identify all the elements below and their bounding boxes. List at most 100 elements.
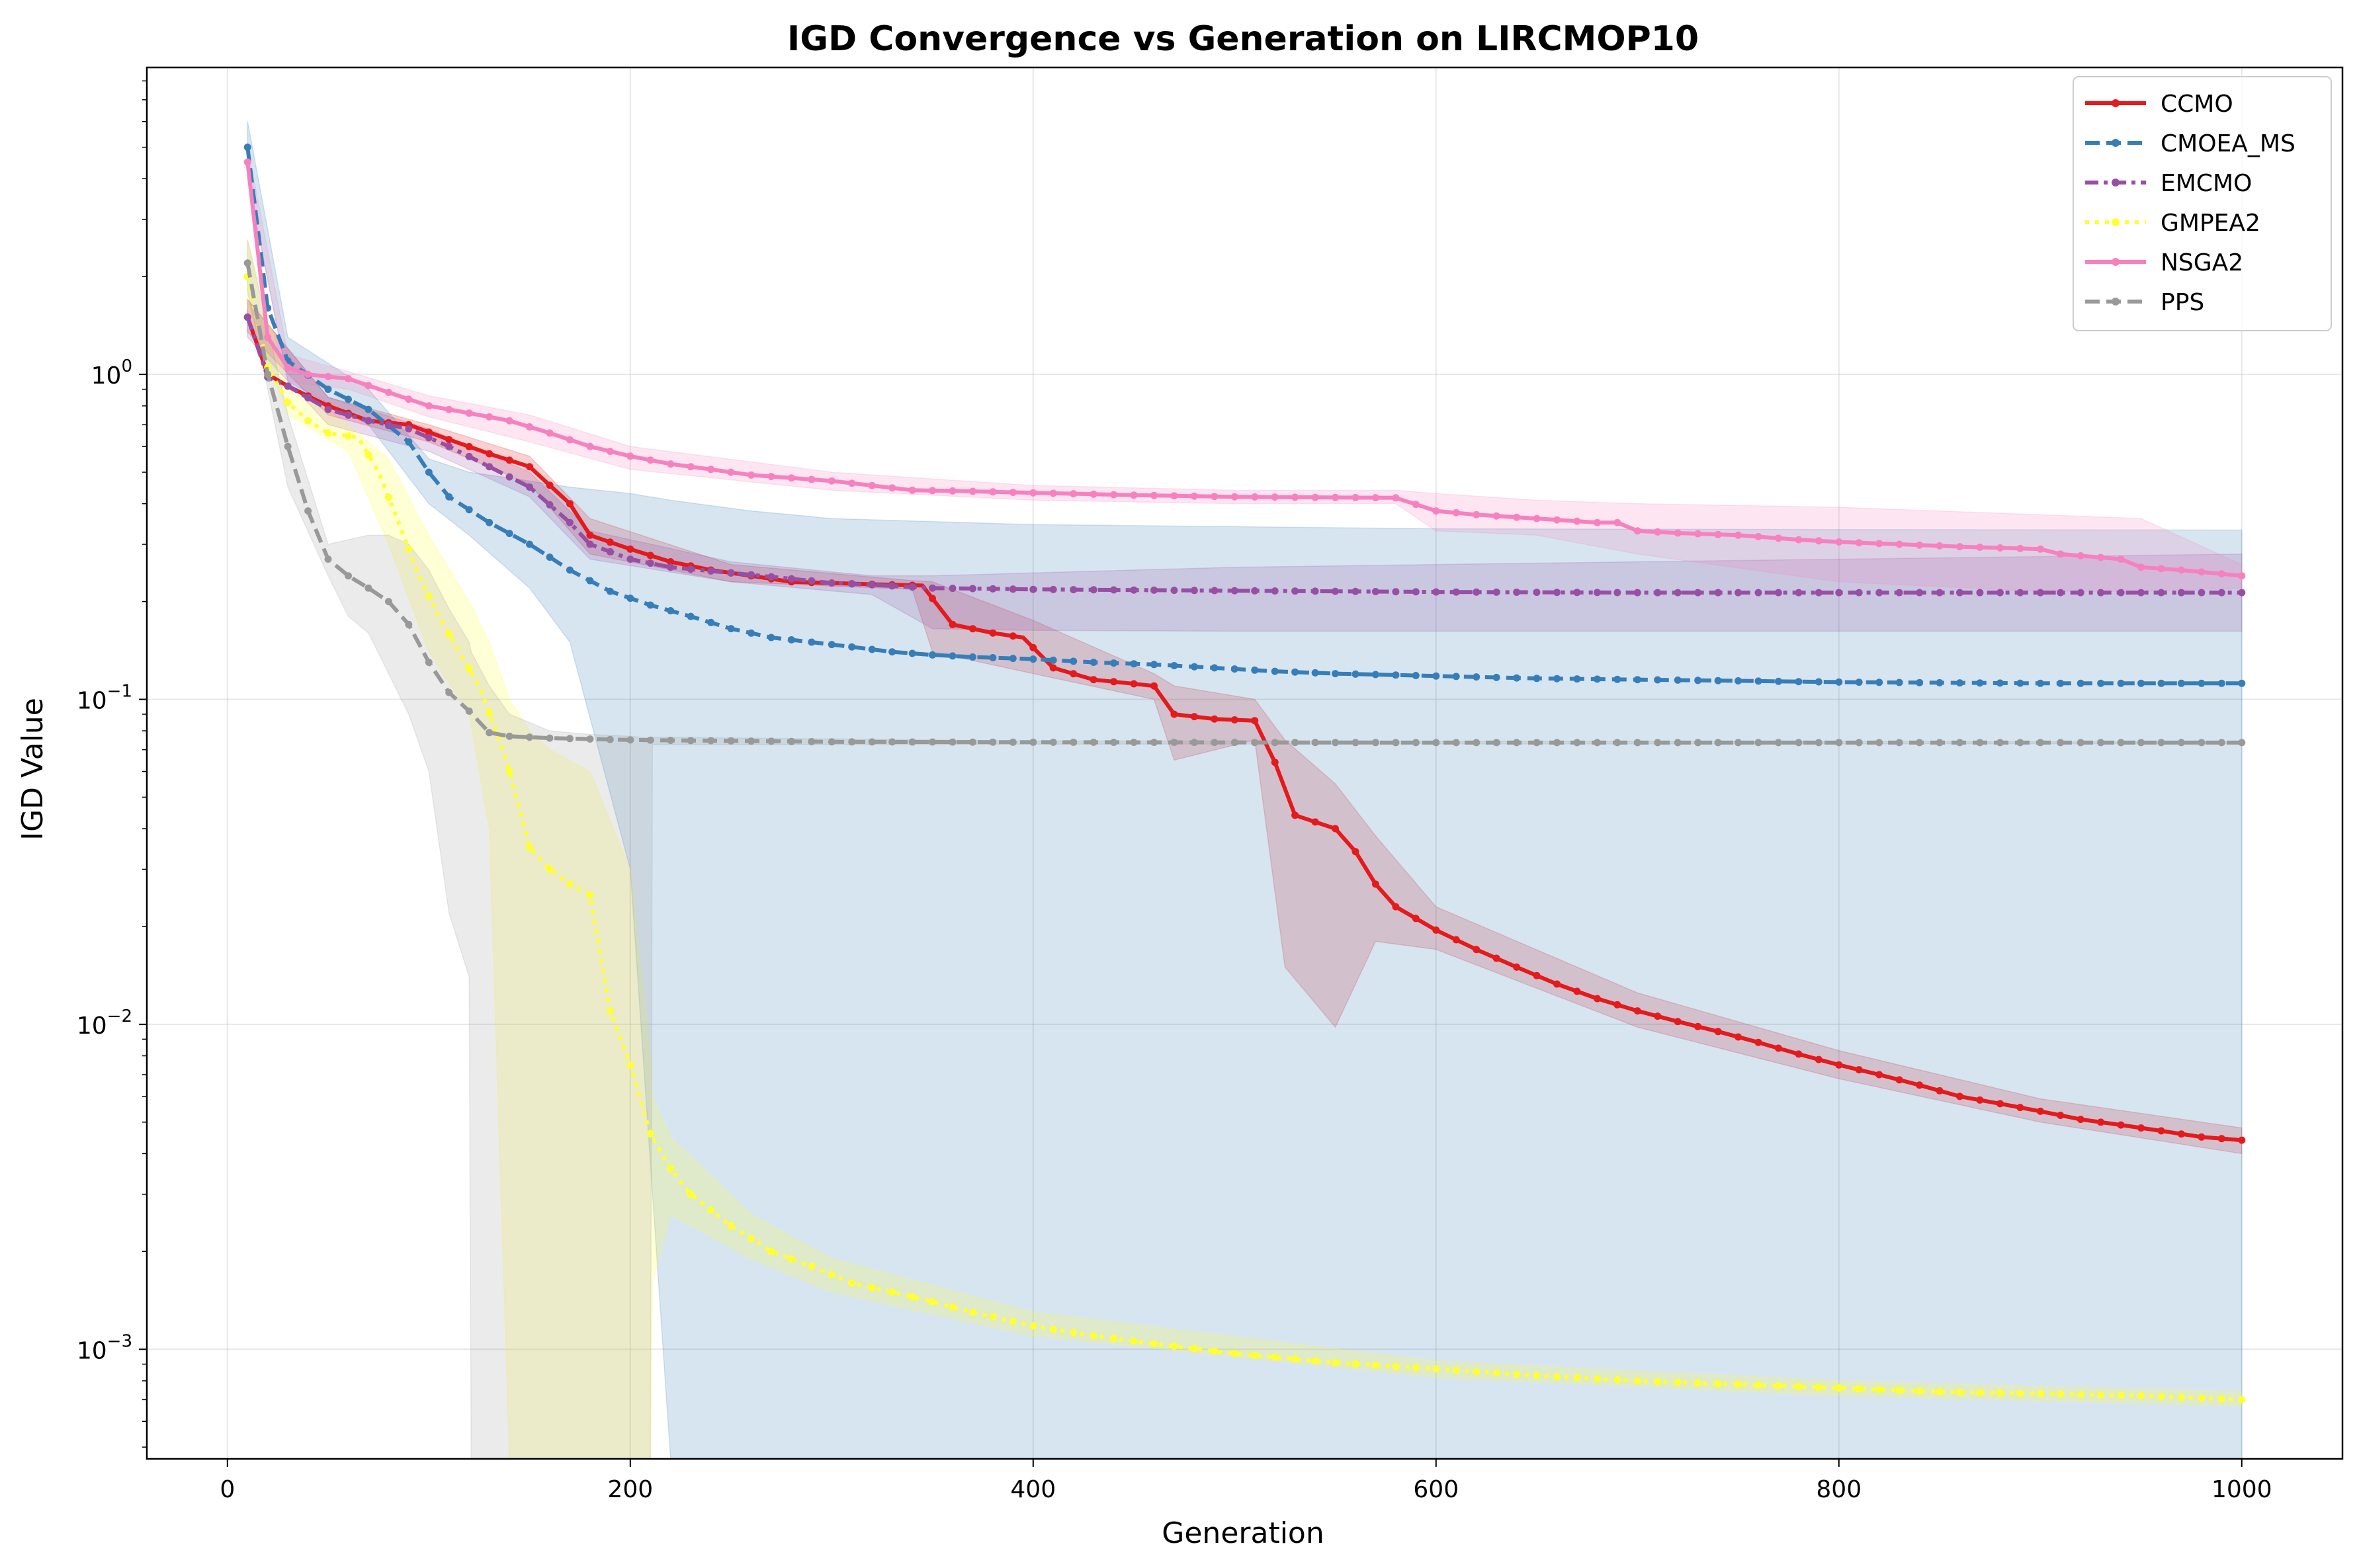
marker-gmpea2 [1674,1378,1682,1386]
marker-pps [1714,739,1722,747]
marker-nsga2 [1110,491,1118,499]
marker-pps [445,688,453,696]
marker-nsga2 [1815,537,1823,545]
marker-cmoea-ms [1090,659,1097,666]
marker-gmpea2 [1815,1383,1823,1391]
marker-ccmo [1492,954,1500,962]
marker-gmpea2 [1553,1373,1561,1381]
marker-pps [1674,739,1682,747]
marker-emcmo [284,382,292,390]
marker-cmoea-ms [324,386,332,393]
marker-emcmo [486,463,494,471]
marker-pps [888,738,896,746]
marker-ccmo [1875,1071,1883,1079]
marker-pps [1573,739,1581,747]
marker-cmoea-ms [1815,678,1823,686]
marker-nsga2 [1311,493,1319,501]
marker-emcmo [365,417,372,425]
marker-nsga2 [1190,492,1198,500]
marker-cmoea-ms [1049,656,1057,664]
marker-ccmo [1795,1050,1803,1058]
marker-cmoea-ms [1573,675,1581,683]
marker-pps [1473,739,1481,747]
marker-ccmo [1855,1066,1863,1074]
marker-nsga2 [2198,568,2206,576]
marker-gmpea2 [1976,1389,1984,1397]
marker-cmoea-ms [526,540,533,548]
marker-emcmo [646,559,654,567]
y-tick-label: 10−1 [77,682,132,715]
marker-gmpea2 [284,399,292,406]
marker-ccmo [1916,1081,1924,1089]
marker-gmpea2 [828,1270,836,1278]
marker-gmpea2 [868,1284,876,1292]
marker-nsga2 [808,475,816,483]
marker-pps [505,732,513,740]
marker-cmoea-ms [1170,662,1178,669]
legend-label-pps: PPS [2161,289,2204,316]
marker-nsga2 [2137,563,2145,571]
marker-gmpea2 [2036,1389,2044,1397]
marker-nsga2 [324,372,332,380]
marker-gmpea2 [1774,1382,1782,1389]
marker-gmpea2 [1130,1337,1138,1345]
marker-emcmo [2097,589,2105,597]
marker-nsga2 [1251,493,1259,501]
marker-emcmo [1251,587,1259,595]
marker-emcmo [1633,589,1641,597]
band-nsga2 [247,147,2243,592]
marker-pps [1009,738,1017,746]
marker-ccmo [2137,1124,2145,1132]
marker-ccmo [1956,1093,1963,1100]
marker-nsga2 [1835,538,1843,546]
marker-pps [1996,739,2004,747]
marker-pps [1332,739,1339,747]
marker-pps [2217,739,2225,747]
marker-nsga2 [1996,544,2004,552]
marker-cmoea-ms [1291,668,1299,676]
marker-pps [1271,739,1279,747]
marker-cmoea-ms [2077,679,2084,687]
marker-nsga2 [365,382,372,390]
marker-emcmo [566,518,574,526]
marker-pps [626,736,634,744]
marker-pps [1855,739,1863,747]
marker-ccmo [1029,643,1037,651]
marker-emcmo [1956,589,1963,597]
marker-emcmo [787,575,795,583]
marker-gmpea2 [1291,1355,1299,1363]
marker-cmoea-ms [808,638,816,646]
marker-nsga2 [566,436,574,444]
marker-pps [284,442,292,450]
marker-nsga2 [1412,501,1420,509]
marker-emcmo [1452,588,1460,596]
marker-pps [646,736,654,744]
marker-emcmo [2057,589,2065,597]
marker-emcmo [1070,586,1078,594]
marker-ccmo [606,538,614,546]
marker-nsga2 [304,370,312,378]
marker-nsga2 [1090,490,1097,498]
marker-pps [1029,738,1037,746]
marker-gmpea2 [2117,1391,2125,1399]
marker-emcmo [1230,587,1238,595]
marker-pps [2016,739,2024,747]
marker-nsga2 [707,466,715,474]
marker-cmoea-ms [2198,679,2206,687]
marker-gmpea2 [405,545,413,553]
marker-ccmo [1332,825,1339,833]
marker-gmpea2 [1432,1365,1440,1373]
marker-nsga2 [425,402,433,410]
marker-nsga2 [606,448,614,455]
marker-emcmo [1332,587,1339,595]
marker-ccmo [1613,1001,1621,1009]
y-tick-label: 100 [91,356,132,390]
marker-gmpea2 [2177,1393,2185,1401]
marker-emcmo [1049,585,1057,593]
marker-cmoea-ms [1613,675,1621,683]
marker-nsga2 [1130,491,1138,499]
marker-cmoea-ms [1332,670,1339,678]
marker-gmpea2 [2217,1395,2225,1403]
series-nsga2 [243,158,2246,580]
marker-gmpea2 [2137,1391,2145,1399]
